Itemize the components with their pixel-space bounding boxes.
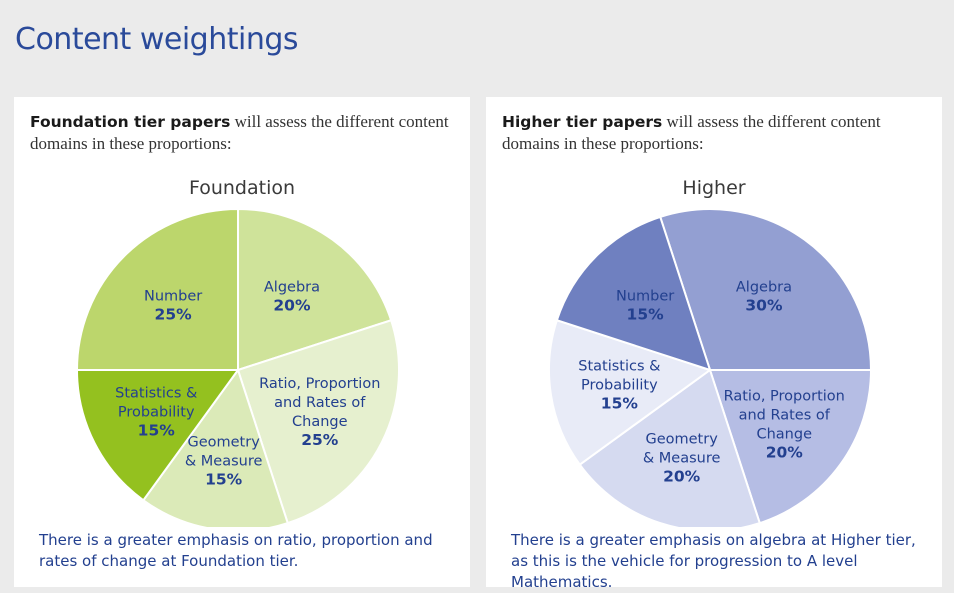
slice-name-statistics: Statistics & bbox=[578, 358, 660, 374]
slice-name-ratio: and Rates of bbox=[739, 407, 831, 423]
foundation-panel: Foundation tier papers will assess the d… bbox=[14, 97, 470, 587]
slice-value-algebra: 20% bbox=[273, 296, 311, 314]
slice-name-ratio: and Rates of bbox=[274, 395, 366, 411]
slice-value-statistics: 15% bbox=[138, 422, 176, 440]
pie-slice-ratio bbox=[236, 318, 400, 525]
slice-value-number: 15% bbox=[627, 306, 665, 324]
pie-slice-algebra bbox=[237, 207, 393, 372]
pie-slice-geometry bbox=[141, 367, 290, 527]
slice-name-number: Number bbox=[616, 289, 674, 305]
slice-name-ratio: Ratio, Proportion bbox=[724, 388, 845, 404]
slice-label-geometry: Geometry & Measure 20% bbox=[643, 431, 721, 485]
higher-chart-title: Higher bbox=[682, 177, 746, 199]
pie-slice-ratio bbox=[708, 369, 873, 525]
slice-name-ratio: Change bbox=[292, 414, 348, 430]
slice-name-algebra: Algebra bbox=[264, 279, 320, 295]
slice-label-statistics: Statistics & Probability 15% bbox=[115, 386, 197, 440]
slice-label-number: Number 25% bbox=[144, 289, 202, 324]
foundation-intro: Foundation tier papers will assess the d… bbox=[30, 111, 450, 155]
slice-name-geometry: & Measure bbox=[643, 450, 721, 466]
slice-name-ratio: Ratio, Proportion bbox=[259, 376, 380, 392]
slice-value-number: 25% bbox=[155, 306, 193, 324]
slice-value-ratio: 20% bbox=[766, 443, 804, 461]
pie-slice-number bbox=[555, 215, 712, 372]
higher-intro-rest: will assess the different content domain… bbox=[502, 112, 881, 153]
slice-value-geometry: 15% bbox=[205, 471, 243, 489]
higher-pie-chart: Algebra 30% Ratio, Proportion and Rates of C… bbox=[548, 208, 873, 527]
slice-label-ratio: Ratio, Proportion and Rates of Change 20% bbox=[724, 388, 845, 461]
slice-name-geometry: Geometry bbox=[645, 431, 718, 447]
slice-name-statistics: Statistics & bbox=[115, 386, 197, 402]
slice-value-algebra: 30% bbox=[745, 296, 783, 314]
slice-name-algebra: Algebra bbox=[736, 279, 792, 295]
slice-label-geometry: Geometry & Measure 15% bbox=[185, 435, 263, 489]
pie-slice-algebra bbox=[658, 208, 873, 371]
higher-panel: Higher tier papers will assess the diffe… bbox=[486, 97, 942, 591]
slice-name-geometry: & Measure bbox=[185, 454, 263, 470]
slice-label-ratio: Ratio, Proportion and Rates of Change 25% bbox=[259, 376, 380, 449]
foundation-intro-bold: Foundation tier papers bbox=[30, 113, 231, 131]
foundation-footnote: There is a greater emphasis on ratio, pr… bbox=[39, 531, 433, 570]
foundation-chart-title: Foundation bbox=[188, 177, 296, 199]
slice-label-algebra: Algebra 30% bbox=[736, 279, 792, 314]
slice-name-geometry: Geometry bbox=[187, 435, 260, 451]
slice-name-statistics: Probability bbox=[118, 405, 195, 421]
higher-footnote: There is a greater emphasis on algebra a… bbox=[511, 531, 916, 591]
pie-slice-number bbox=[75, 207, 239, 371]
foundation-intro-rest: will assess the different content domain… bbox=[30, 112, 449, 153]
slice-label-statistics: Statistics & Probability 15% bbox=[578, 358, 660, 412]
slice-label-algebra: Algebra 20% bbox=[264, 279, 320, 314]
slice-label-number: Number 15% bbox=[616, 289, 674, 324]
slice-name-number: Number bbox=[144, 289, 202, 305]
pie-slice-statistics bbox=[75, 369, 240, 502]
pie-slice-geometry bbox=[578, 368, 762, 527]
slice-value-geometry: 20% bbox=[663, 467, 701, 485]
slice-name-statistics: Probability bbox=[581, 377, 658, 393]
pie-slice-statistics bbox=[548, 318, 713, 467]
higher-intro-bold: Higher tier papers bbox=[502, 113, 663, 131]
foundation-pie-chart: Algebra 20% Ratio, Proportion and Rates of C… bbox=[75, 207, 400, 527]
higher-intro: Higher tier papers will assess the diffe… bbox=[502, 111, 922, 155]
slice-name-ratio: Change bbox=[756, 426, 812, 442]
slice-value-statistics: 15% bbox=[601, 394, 639, 412]
page-title: Content weightings bbox=[15, 22, 299, 57]
slice-value-ratio: 25% bbox=[301, 431, 339, 449]
